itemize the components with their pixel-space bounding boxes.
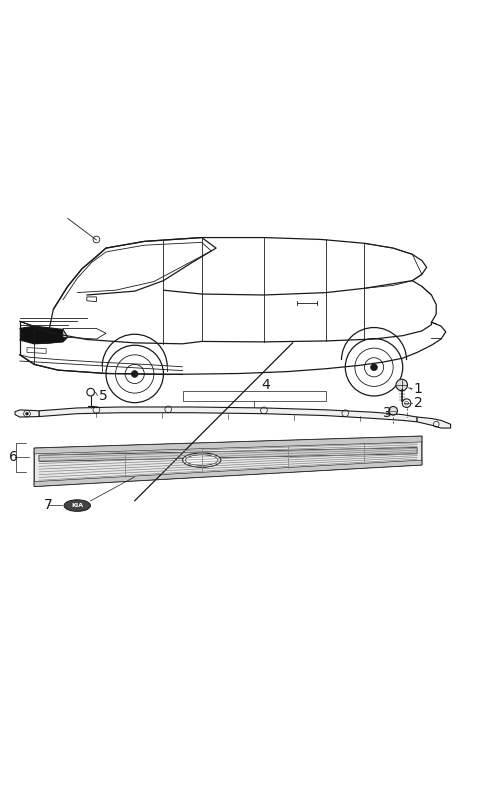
Text: 5: 5 [99, 388, 108, 403]
Circle shape [106, 345, 163, 403]
Circle shape [389, 407, 397, 415]
Polygon shape [417, 417, 451, 428]
Polygon shape [34, 460, 422, 486]
Circle shape [371, 364, 377, 371]
Text: 1: 1 [414, 382, 422, 396]
Polygon shape [39, 407, 417, 422]
Circle shape [345, 339, 403, 396]
Text: 7: 7 [44, 498, 52, 512]
Text: 2: 2 [414, 396, 422, 410]
Polygon shape [87, 297, 96, 301]
Ellipse shape [182, 453, 221, 467]
Circle shape [132, 371, 138, 377]
Polygon shape [20, 237, 436, 374]
Text: KIA: KIA [71, 503, 84, 508]
Polygon shape [27, 347, 46, 354]
Ellipse shape [64, 500, 90, 511]
Polygon shape [63, 328, 106, 339]
Polygon shape [34, 436, 422, 454]
Polygon shape [34, 436, 422, 486]
Circle shape [396, 379, 408, 391]
Polygon shape [39, 448, 417, 461]
Text: 3: 3 [383, 407, 391, 420]
Polygon shape [20, 326, 68, 344]
Text: 4: 4 [262, 378, 270, 392]
Text: 6: 6 [9, 450, 18, 464]
Circle shape [25, 412, 28, 415]
Polygon shape [15, 410, 39, 417]
